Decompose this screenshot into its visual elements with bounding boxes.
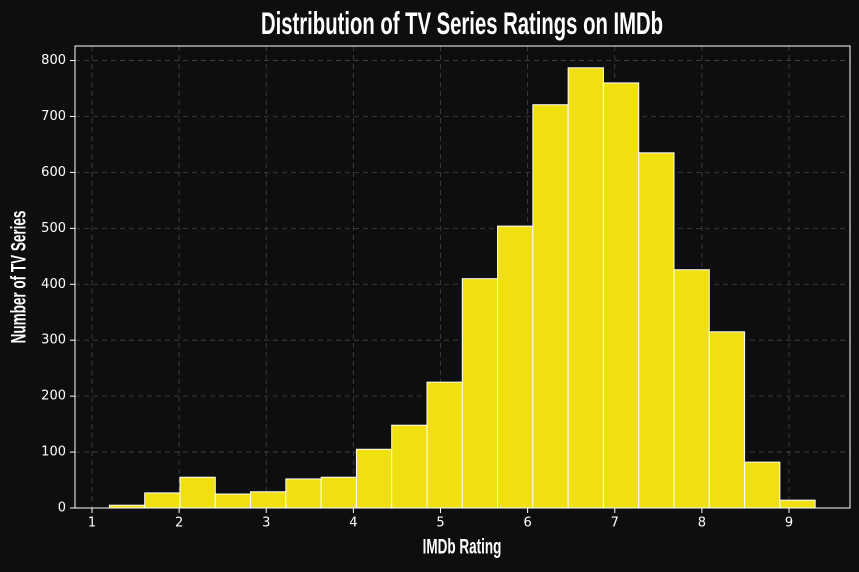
- bar: [567, 67, 604, 509]
- bar: [391, 424, 428, 509]
- y-tick-label: 700: [41, 109, 66, 124]
- bar: [320, 476, 357, 509]
- x-tick-label: 3: [262, 516, 270, 531]
- bar: [744, 461, 781, 509]
- x-tick-label: 6: [523, 516, 531, 531]
- bar: [179, 476, 216, 509]
- y-tick-label: 800: [41, 53, 66, 68]
- bar: [532, 104, 569, 509]
- bar: [250, 491, 287, 509]
- bar: [602, 82, 640, 509]
- bar: [461, 278, 499, 509]
- x-axis-label: IMDb Rating: [423, 535, 502, 559]
- x-tick-label: 8: [698, 516, 706, 531]
- x-tick-label: 4: [349, 516, 357, 531]
- y-tick-label: 600: [41, 165, 66, 180]
- x-tick-label: 2: [175, 516, 183, 531]
- x-tick-label: 7: [611, 516, 619, 531]
- bar: [779, 499, 816, 509]
- bar: [708, 331, 746, 509]
- x-tick-label: 5: [436, 516, 444, 531]
- plot-frame: [74, 45, 851, 509]
- bar: [426, 381, 463, 509]
- y-axis-label: Number of TV Series: [7, 211, 31, 344]
- bar: [355, 448, 393, 509]
- y-tick-label: 100: [41, 445, 66, 460]
- y-tick-label: 500: [41, 221, 66, 236]
- x-tick-label: 9: [785, 516, 793, 531]
- y-tick-label: 200: [41, 389, 66, 404]
- chart-title: Distribution of TV Series Ratings on IMD…: [261, 6, 663, 42]
- y-tick-label: 400: [41, 277, 66, 292]
- y-tick-label: 300: [41, 333, 66, 348]
- bar: [497, 225, 534, 509]
- bar: [673, 269, 710, 509]
- bar: [638, 152, 675, 509]
- bar: [144, 492, 181, 509]
- bar: [214, 493, 252, 509]
- x-tick-label: 1: [88, 516, 96, 531]
- y-tick-label: 0: [58, 501, 66, 516]
- bar: [285, 478, 322, 509]
